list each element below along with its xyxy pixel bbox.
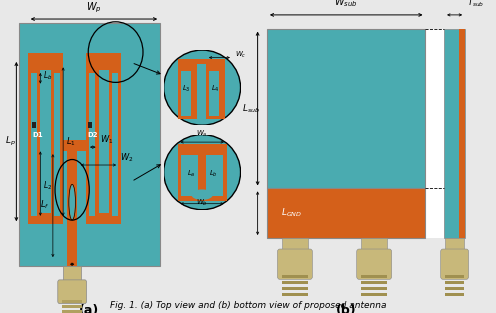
Text: $L_a$: $L_a$: [187, 169, 195, 179]
Text: $T_{sub}$: $T_{sub}$: [467, 0, 485, 9]
Bar: [209, 71, 219, 116]
Bar: [445, 238, 464, 252]
Text: (b): (b): [336, 305, 357, 313]
Bar: [112, 73, 118, 216]
Bar: [62, 310, 82, 313]
Bar: [362, 287, 387, 290]
Text: $L_3$: $L_3$: [183, 84, 191, 94]
Bar: [282, 238, 308, 252]
Bar: [28, 59, 40, 224]
FancyBboxPatch shape: [277, 249, 312, 279]
Bar: [282, 293, 308, 296]
Text: $W_2$: $W_2$: [120, 151, 133, 164]
Bar: [444, 29, 465, 238]
Bar: [267, 188, 426, 238]
Bar: [178, 59, 197, 119]
Bar: [54, 73, 60, 216]
FancyBboxPatch shape: [58, 280, 86, 304]
Text: $L_p$: $L_p$: [5, 135, 16, 148]
Bar: [88, 122, 92, 128]
Ellipse shape: [164, 50, 241, 125]
Bar: [62, 305, 82, 308]
Text: D1: D1: [32, 132, 43, 138]
Bar: [282, 281, 308, 284]
Bar: [32, 122, 36, 128]
Bar: [178, 59, 225, 64]
Text: $L_2$: $L_2$: [43, 179, 53, 192]
Bar: [206, 155, 223, 196]
Bar: [182, 155, 198, 196]
Text: D2: D2: [88, 132, 98, 138]
Text: $L_{GND}$: $L_{GND}$: [281, 207, 302, 219]
Bar: [445, 281, 464, 284]
Text: $L_{sub}$: $L_{sub}$: [242, 102, 259, 115]
Bar: [86, 54, 122, 70]
Ellipse shape: [69, 184, 75, 220]
Bar: [459, 29, 465, 238]
Text: $W_f$: $W_f$: [65, 270, 79, 282]
Bar: [89, 73, 95, 216]
Ellipse shape: [164, 135, 241, 210]
Text: $L_4$: $L_4$: [211, 84, 220, 94]
Bar: [178, 144, 227, 201]
Text: $W_a$: $W_a$: [196, 129, 208, 139]
Text: $W_{sub}$: $W_{sub}$: [334, 0, 358, 9]
Text: Fig. 1. (a) Top view and (b) bottom view of proposed antenna: Fig. 1. (a) Top view and (b) bottom view…: [110, 301, 386, 310]
Bar: [19, 23, 160, 265]
FancyBboxPatch shape: [440, 249, 469, 279]
FancyBboxPatch shape: [357, 249, 392, 279]
Bar: [51, 59, 63, 224]
Bar: [362, 275, 387, 278]
Bar: [445, 275, 464, 278]
Text: (a): (a): [79, 305, 100, 313]
Text: $W_p$: $W_p$: [86, 1, 102, 15]
Bar: [282, 287, 308, 290]
Bar: [181, 71, 191, 116]
Bar: [109, 59, 122, 224]
Bar: [445, 293, 464, 296]
Bar: [62, 300, 82, 303]
Bar: [206, 59, 225, 119]
Bar: [362, 238, 387, 252]
Text: $L_f$: $L_f$: [40, 199, 50, 211]
Ellipse shape: [191, 189, 213, 200]
Text: $W_c$: $W_c$: [235, 50, 247, 60]
Bar: [31, 73, 37, 216]
Bar: [282, 275, 308, 278]
Text: $L_b$: $L_b$: [209, 169, 218, 179]
Bar: [362, 281, 387, 284]
Bar: [28, 54, 63, 70]
Bar: [426, 29, 444, 238]
Bar: [63, 140, 87, 151]
Bar: [67, 150, 77, 265]
Bar: [267, 29, 426, 188]
Bar: [86, 59, 99, 224]
Text: $W_1$: $W_1$: [100, 133, 113, 146]
Text: $W_b$: $W_b$: [196, 198, 208, 208]
Text: $L_b$: $L_b$: [43, 69, 53, 82]
Bar: [86, 213, 122, 224]
Bar: [28, 213, 63, 224]
Bar: [63, 265, 81, 282]
Text: $L_1$: $L_1$: [66, 135, 76, 148]
Bar: [362, 293, 387, 296]
Bar: [445, 287, 464, 290]
